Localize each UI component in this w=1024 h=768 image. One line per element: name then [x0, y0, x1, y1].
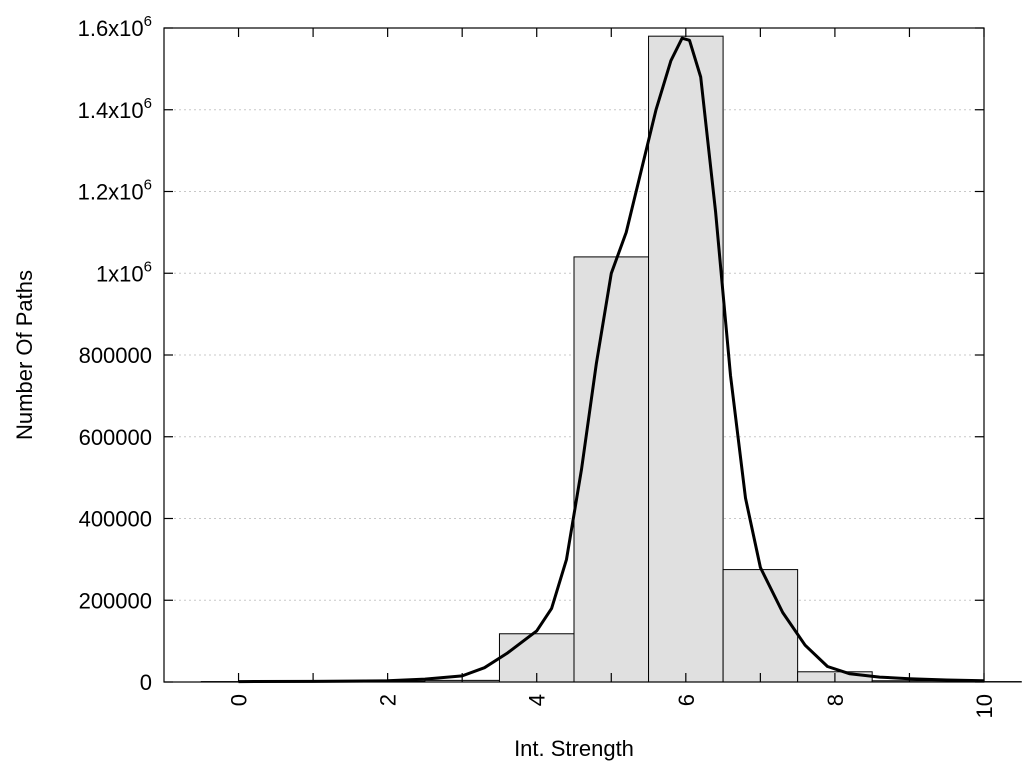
y-tick-label: 1.4x106 [78, 95, 152, 123]
y-axis-label: Number Of Paths [12, 270, 37, 440]
y-tick-mantissa: 1x10 [96, 261, 144, 286]
y-tick-label: 0 [140, 670, 152, 695]
x-tick-label: 8 [823, 694, 848, 706]
y-tick-mantissa: 1.6x10 [78, 16, 144, 41]
x-axis-label: Int. Strength [514, 736, 634, 761]
y-tick-label: 800000 [79, 343, 152, 368]
y-tick-mantissa: 200000 [79, 588, 152, 613]
y-tick-label: 1.6x106 [78, 13, 152, 41]
y-tick-label: 400000 [79, 507, 152, 532]
y-tick-mantissa: 400000 [79, 507, 152, 532]
y-tick-label: 1.2x106 [78, 177, 152, 205]
y-tick-mantissa: 1.4x10 [78, 98, 144, 123]
y-tick-mantissa: 800000 [79, 343, 152, 368]
y-tick-mantissa: 0 [140, 670, 152, 695]
x-tick-label: 10 [972, 694, 997, 718]
bars [200, 35, 1022, 683]
y-tick-label: 600000 [79, 425, 152, 450]
y-tick-exponent: 6 [144, 258, 152, 275]
x-axis-ticks: 0 2 4 6 8 10 [227, 28, 997, 718]
bar [722, 569, 799, 683]
y-tick-exponent: 6 [144, 13, 152, 30]
y-tick-label: 1x106 [96, 258, 152, 286]
y-tick-exponent: 6 [144, 177, 152, 194]
x-tick-label: 2 [376, 694, 401, 706]
y-axis-ticks: 02000004000006000008000001x1061.2x1061.4… [78, 13, 984, 695]
bar [573, 256, 650, 683]
x-tick-label: 4 [525, 694, 550, 706]
fit-curve [238, 36, 985, 684]
y-tick-mantissa: 1.2x10 [78, 180, 144, 205]
y-tick-mantissa: 600000 [79, 425, 152, 450]
y-tick-exponent: 6 [144, 95, 152, 112]
x-tick-label: 0 [227, 694, 252, 706]
x-tick-label: 6 [674, 694, 699, 706]
bar [648, 35, 724, 683]
y-tick-label: 200000 [79, 588, 152, 613]
